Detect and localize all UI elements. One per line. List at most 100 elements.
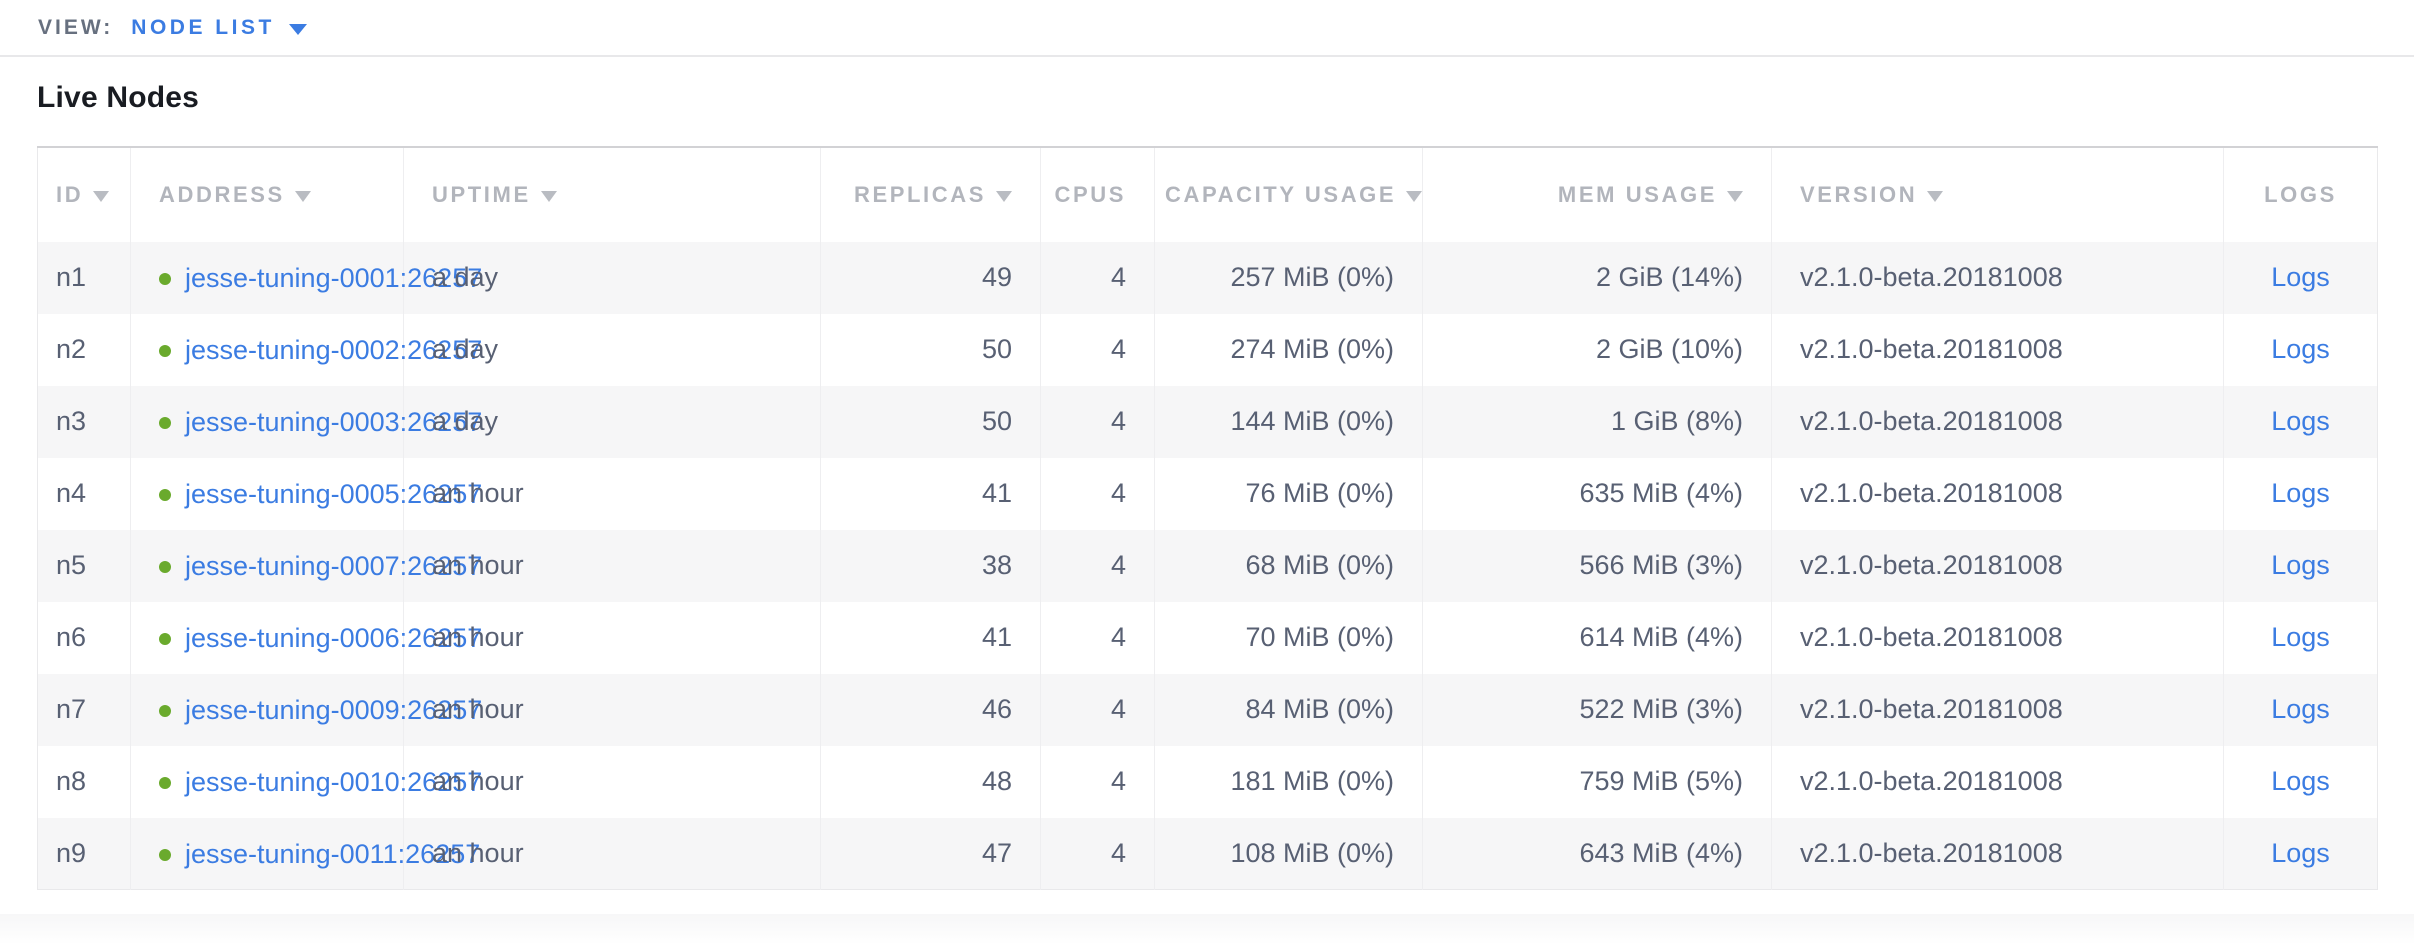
logs-link[interactable]: Logs [2271,406,2330,436]
column-header-replicas[interactable]: REPLICAS [820,146,1041,242]
cell-address: jesse-tuning-0003:26257 [130,385,482,458]
cell-logs: Logs [2223,817,2378,890]
chevron-down-icon [288,23,307,35]
sort-desc-icon [540,190,557,202]
cell-replicas: 41 [820,457,1041,530]
table-header: ID ADDRESS UPTIME REPLICAS CPUS CAPACITY USAG… [37,146,2378,242]
view-toolbar: VIEW: NODE LIST [0,0,2414,57]
logs-link[interactable]: Logs [2271,550,2330,580]
bottom-fade [0,914,2414,948]
column-header-address[interactable]: ADDRESS [130,146,404,242]
cell-replicas: 41 [820,601,1041,674]
node-healthy-dot-icon [159,776,171,789]
column-header-logs: LOGS [2223,146,2378,242]
sort-desc-icon [1727,190,1743,202]
cell-logs: Logs [2223,385,2378,458]
cell-uptime: an hour [403,529,821,602]
cell-version: v2.1.0-beta.20181008 [1771,601,2224,674]
column-header-label: CAPACITY USAGE [1165,181,1397,207]
cell-logs: Logs [2223,529,2378,602]
column-header-cpus: CPUS [1040,146,1155,242]
column-header-mem[interactable]: MEM USAGE [1422,146,1772,242]
cell-capacity: 84 MiB (0%) [1154,673,1423,746]
node-healthy-dot-icon [159,488,171,501]
table-row: n8 jesse-tuning-0010:26257 an hour 48 4 181 M… [37,745,2378,818]
cell-cpus: 4 [1040,457,1155,530]
node-healthy-dot-icon [159,344,171,357]
cell-replicas: 49 [820,241,1041,314]
cell-replicas: 50 [820,313,1041,386]
cell-capacity: 70 MiB (0%) [1154,601,1423,674]
cell-version: v2.1.0-beta.20181008 [1771,529,2224,602]
column-header-uptime[interactable]: UPTIME [403,146,821,242]
table-row: n9 jesse-tuning-0011:26257 an hour 47 4 108 M… [37,817,2378,890]
column-header-capacity[interactable]: CAPACITY USAGE [1154,146,1423,242]
view-label: VIEW: [38,15,114,39]
cell-uptime: a day [403,385,821,458]
logs-link[interactable]: Logs [2271,334,2330,364]
logs-link[interactable]: Logs [2271,694,2330,724]
cell-uptime: an hour [403,673,821,746]
cell-mem: 759 MiB (5%) [1422,745,1772,818]
cell-mem: 614 MiB (4%) [1422,601,1772,674]
table-row: n2 jesse-tuning-0002:26257 a day 50 4 274 MiB… [37,313,2378,386]
cell-version: v2.1.0-beta.20181008 [1771,817,2224,890]
column-header-id[interactable]: ID [37,146,131,242]
table-row: n4 jesse-tuning-0005:26257 an hour 41 4 76 Mi… [37,457,2378,530]
cell-version: v2.1.0-beta.20181008 [1771,313,2224,386]
cell-address: jesse-tuning-0002:26257 [130,313,482,386]
column-header-version[interactable]: VERSION [1771,146,2224,242]
live-nodes-table: ID ADDRESS UPTIME REPLICAS CPUS CAPACITY USAG… [37,145,2378,890]
column-header-label: ID [56,181,84,207]
cell-cpus: 4 [1040,745,1155,818]
cell-capacity: 68 MiB (0%) [1154,529,1423,602]
sort-desc-icon [996,190,1012,202]
column-header-label: MEM USAGE [1557,181,1717,207]
cell-version: v2.1.0-beta.20181008 [1771,745,2224,818]
logs-link[interactable]: Logs [2271,837,2330,868]
cell-cpus: 4 [1040,313,1155,386]
cell-uptime: an hour [403,457,821,530]
cell-uptime: an hour [403,745,821,818]
cell-mem: 635 MiB (4%) [1422,457,1772,530]
cell-id: n3 [37,385,131,458]
cell-address: jesse-tuning-0007:26257 [130,529,482,602]
cell-id: n2 [37,313,131,386]
cell-uptime: an hour [403,817,821,890]
logs-link[interactable]: Logs [2271,262,2330,292]
cell-cpus: 4 [1040,817,1155,890]
cell-id: n9 [37,817,131,890]
node-healthy-dot-icon [159,560,171,573]
cell-address: jesse-tuning-0010:26257 [130,745,482,818]
cell-capacity: 257 MiB (0%) [1154,241,1423,314]
cell-mem: 1 GiB (8%) [1422,385,1772,458]
cell-id: n5 [37,529,131,602]
table-row: n6 jesse-tuning-0006:26257 an hour 41 4 70 Mi… [37,601,2378,674]
cell-address: jesse-tuning-0005:26257 [130,457,482,530]
cell-mem: 2 GiB (14%) [1422,241,1772,314]
logs-link[interactable]: Logs [2271,622,2330,652]
sort-desc-icon [1406,190,1423,202]
logs-link[interactable]: Logs [2271,766,2330,796]
column-header-label: CPUS [1054,181,1126,207]
cell-id: n6 [37,601,131,674]
cell-mem: 643 MiB (4%) [1422,817,1772,890]
cell-replicas: 50 [820,385,1041,458]
column-header-label: LOGS [2264,181,2337,207]
page-title: Live Nodes [37,81,200,114]
logs-link[interactable]: Logs [2271,478,2330,508]
cell-replicas: 38 [820,529,1041,602]
view-selector-dropdown[interactable]: NODE LIST [131,16,307,40]
node-healthy-dot-icon [159,416,171,429]
cell-capacity: 181 MiB (0%) [1154,745,1423,818]
cell-capacity: 76 MiB (0%) [1154,457,1423,530]
table-row: n1 jesse-tuning-0001:26257 a day 49 4 257 MiB… [37,241,2378,314]
cell-mem: 566 MiB (3%) [1422,529,1772,602]
cell-mem: 2 GiB (10%) [1422,313,1772,386]
sort-desc-icon [294,190,311,202]
cell-cpus: 4 [1040,601,1155,674]
cell-id: n4 [37,457,131,530]
cell-capacity: 144 MiB (0%) [1154,385,1423,458]
cell-replicas: 48 [820,745,1041,818]
view-selector-value: NODE LIST [131,15,275,39]
